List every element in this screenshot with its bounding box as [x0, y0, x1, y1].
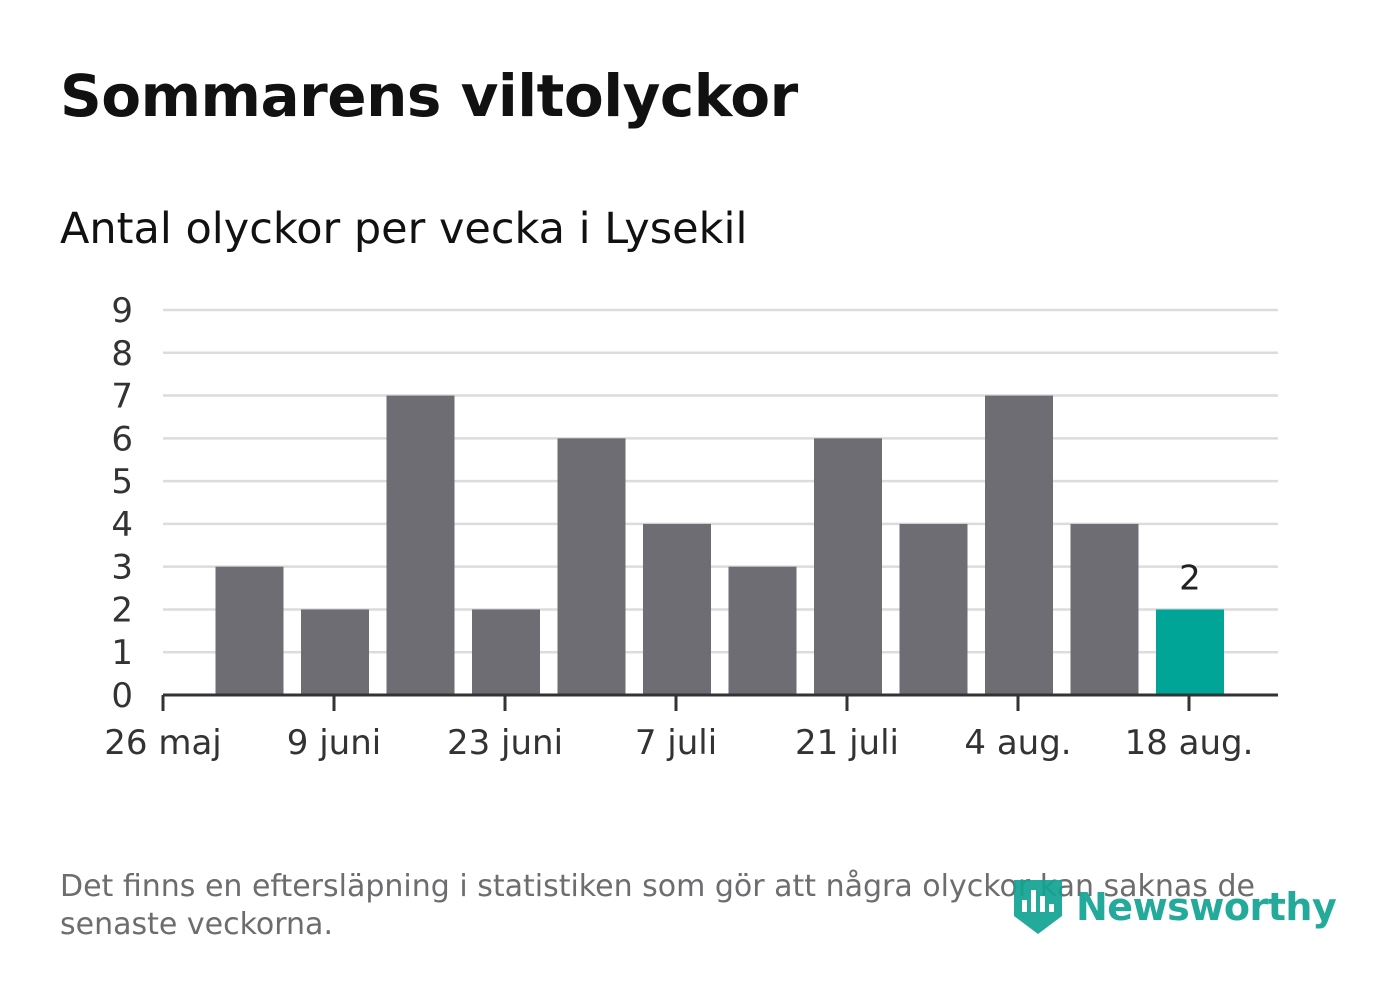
- y-tick-label: 4: [111, 505, 133, 545]
- y-tick-label: 2: [111, 590, 133, 630]
- x-tick-label: 21 juli: [795, 723, 899, 763]
- x-tick-label: 9 juni: [287, 723, 381, 763]
- x-axis: [161, 693, 1278, 711]
- annotations: 2: [1179, 558, 1201, 598]
- chart-subtitle: Antal olyckor per vecka i Lysekil: [60, 204, 748, 254]
- y-tick-label: 9: [111, 291, 133, 331]
- x-axis-labels: 26 maj 9 juni 23 juni 7 juli 21 juli 4 aug. 18…: [104, 723, 1253, 763]
- bar: [899, 523, 968, 695]
- bar: [985, 395, 1053, 695]
- y-tick-label: 7: [111, 377, 133, 417]
- bar: [215, 566, 284, 695]
- x-tick-label: 18 aug.: [1125, 723, 1254, 763]
- bar: [728, 566, 797, 695]
- data-label: 2: [1179, 558, 1201, 598]
- y-tick-label: 3: [111, 548, 133, 588]
- y-tick-label: 0: [111, 676, 133, 716]
- x-tick-label: 23 juni: [447, 723, 563, 763]
- bar: [301, 609, 369, 695]
- y-tick-label: 5: [111, 462, 133, 502]
- x-tick-label: 4 aug.: [964, 723, 1071, 763]
- chart-title: Sommarens viltolyckor: [60, 62, 798, 130]
- bar: [814, 438, 882, 695]
- bars: [215, 395, 1224, 695]
- bar-highlighted: [1156, 609, 1224, 695]
- bar: [643, 523, 711, 695]
- x-tick-label: 7 juli: [635, 723, 717, 763]
- y-tick-label: 8: [111, 334, 133, 374]
- bar: [386, 395, 455, 695]
- y-tick-label: 6: [111, 419, 133, 459]
- bar: [472, 609, 540, 695]
- bar: [557, 438, 626, 695]
- logo-text: Newsworthy: [1076, 885, 1337, 929]
- bar: [1070, 523, 1139, 695]
- x-tick-label: 26 maj: [104, 723, 221, 763]
- newsworthy-logo-icon: [1014, 880, 1062, 934]
- y-tick-label: 1: [111, 633, 133, 673]
- newsworthy-logo: Newsworthy: [1010, 876, 1337, 938]
